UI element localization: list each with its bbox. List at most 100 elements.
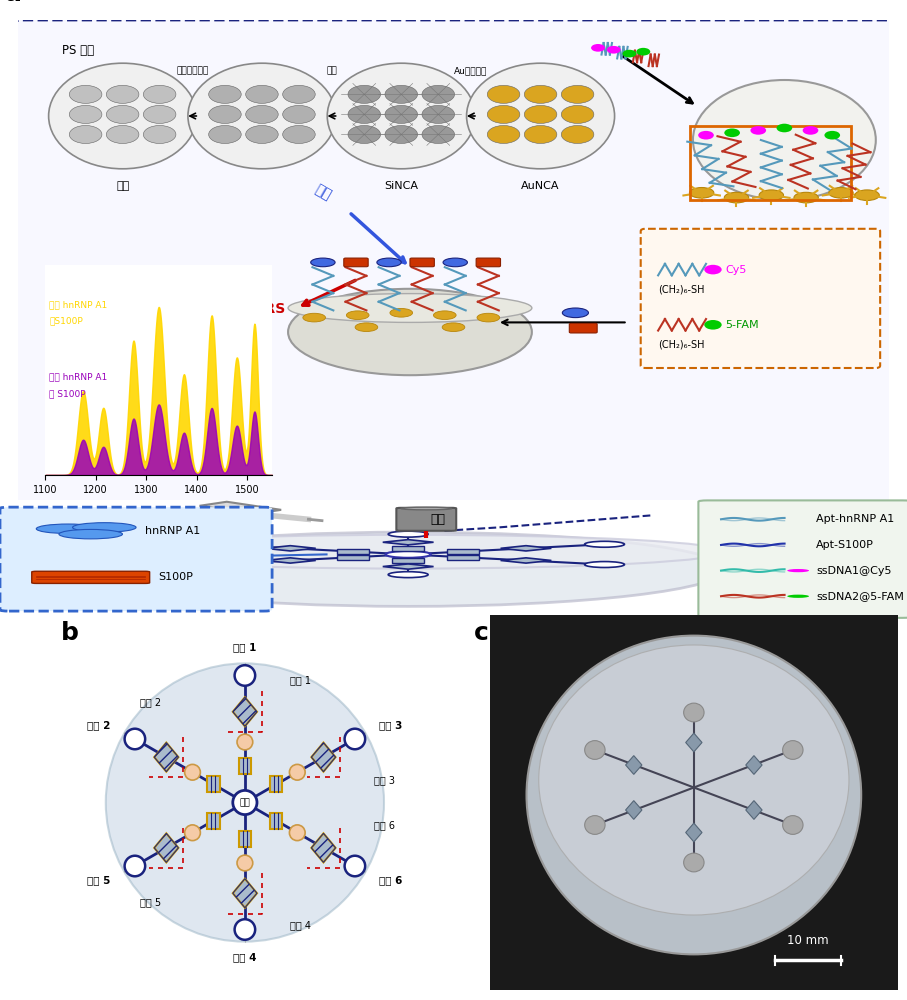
FancyBboxPatch shape: [239, 758, 251, 774]
Circle shape: [348, 85, 381, 103]
Circle shape: [143, 85, 176, 103]
FancyBboxPatch shape: [392, 558, 424, 562]
Circle shape: [235, 665, 255, 686]
Circle shape: [283, 85, 316, 103]
Text: b: b: [61, 621, 79, 645]
Circle shape: [246, 105, 278, 123]
Ellipse shape: [466, 63, 615, 169]
Text: 5-FAM: 5-FAM: [726, 320, 759, 330]
Ellipse shape: [829, 188, 853, 198]
Text: 入口 3: 入口 3: [379, 720, 403, 730]
Text: Apt-hnRNP A1: Apt-hnRNP A1: [816, 514, 894, 524]
Text: 硅片: 硅片: [116, 181, 130, 191]
Circle shape: [289, 825, 305, 841]
Ellipse shape: [390, 308, 413, 317]
Circle shape: [233, 790, 257, 815]
FancyBboxPatch shape: [476, 258, 501, 267]
Circle shape: [684, 703, 704, 722]
Text: 和 S100P: 和 S100P: [49, 389, 86, 398]
FancyBboxPatch shape: [698, 500, 907, 618]
Ellipse shape: [689, 188, 714, 198]
FancyBboxPatch shape: [396, 508, 456, 531]
Circle shape: [585, 562, 625, 567]
Circle shape: [69, 126, 102, 143]
Circle shape: [191, 541, 231, 547]
Text: Cy5: Cy5: [726, 265, 746, 275]
Text: 入口 2: 入口 2: [87, 720, 111, 730]
Circle shape: [561, 85, 594, 103]
Polygon shape: [746, 756, 762, 774]
Circle shape: [209, 105, 241, 123]
Bar: [690, 126, 852, 200]
Ellipse shape: [288, 294, 532, 322]
Circle shape: [385, 105, 417, 123]
Circle shape: [750, 126, 766, 135]
FancyBboxPatch shape: [640, 229, 880, 368]
Ellipse shape: [303, 313, 326, 322]
FancyBboxPatch shape: [410, 258, 434, 267]
Circle shape: [585, 741, 605, 759]
Ellipse shape: [91, 535, 726, 569]
Polygon shape: [501, 558, 551, 563]
Ellipse shape: [562, 308, 589, 318]
FancyBboxPatch shape: [208, 776, 219, 792]
Circle shape: [283, 126, 316, 143]
Circle shape: [388, 531, 428, 537]
Circle shape: [787, 595, 809, 598]
FancyBboxPatch shape: [447, 555, 480, 560]
Text: 入口 5: 入口 5: [87, 875, 111, 885]
Ellipse shape: [377, 258, 401, 267]
Circle shape: [385, 126, 417, 143]
Text: 出口: 出口: [239, 798, 250, 807]
Ellipse shape: [477, 313, 500, 322]
Circle shape: [637, 48, 650, 56]
Circle shape: [698, 131, 714, 140]
Polygon shape: [154, 833, 179, 862]
Text: S100P: S100P: [159, 572, 193, 582]
Ellipse shape: [693, 80, 876, 200]
Text: 区域 1: 区域 1: [289, 675, 310, 685]
Polygon shape: [501, 546, 551, 551]
Polygon shape: [686, 733, 702, 752]
Text: 10 mm: 10 mm: [787, 934, 829, 947]
Text: hnRNP A1: hnRNP A1: [145, 526, 200, 536]
Text: 和S100P: 和S100P: [49, 317, 83, 326]
Circle shape: [106, 663, 384, 942]
Polygon shape: [383, 564, 434, 569]
Circle shape: [388, 572, 428, 578]
Ellipse shape: [725, 192, 748, 203]
Circle shape: [143, 105, 176, 123]
Circle shape: [704, 320, 722, 330]
Text: 入口 4: 入口 4: [233, 952, 257, 962]
Circle shape: [422, 85, 454, 103]
Text: 区域 4: 区域 4: [289, 920, 310, 930]
FancyBboxPatch shape: [208, 813, 219, 829]
Circle shape: [803, 126, 818, 135]
Text: Au溅射镀层: Au溅射镀层: [454, 66, 488, 75]
Circle shape: [591, 44, 605, 52]
Text: 含有 hnRNP A1: 含有 hnRNP A1: [49, 372, 108, 381]
Ellipse shape: [311, 258, 335, 267]
Circle shape: [69, 85, 102, 103]
Text: 煅烧: 煅烧: [327, 66, 337, 75]
FancyBboxPatch shape: [14, 20, 893, 502]
Text: 反应离子刻蚀: 反应离子刻蚀: [176, 66, 209, 75]
Text: PS 模版: PS 模版: [62, 44, 93, 57]
FancyBboxPatch shape: [336, 549, 369, 554]
Circle shape: [191, 562, 231, 567]
Circle shape: [385, 85, 417, 103]
Ellipse shape: [288, 289, 532, 375]
Polygon shape: [200, 502, 281, 514]
Circle shape: [106, 126, 139, 143]
Circle shape: [106, 85, 139, 103]
Circle shape: [385, 551, 431, 558]
Circle shape: [422, 105, 454, 123]
Polygon shape: [686, 823, 702, 842]
Circle shape: [69, 105, 102, 123]
Circle shape: [487, 85, 520, 103]
Ellipse shape: [356, 323, 377, 332]
Ellipse shape: [401, 507, 452, 510]
Circle shape: [487, 105, 520, 123]
Circle shape: [73, 523, 136, 532]
Text: 区域 2: 区域 2: [140, 697, 161, 707]
